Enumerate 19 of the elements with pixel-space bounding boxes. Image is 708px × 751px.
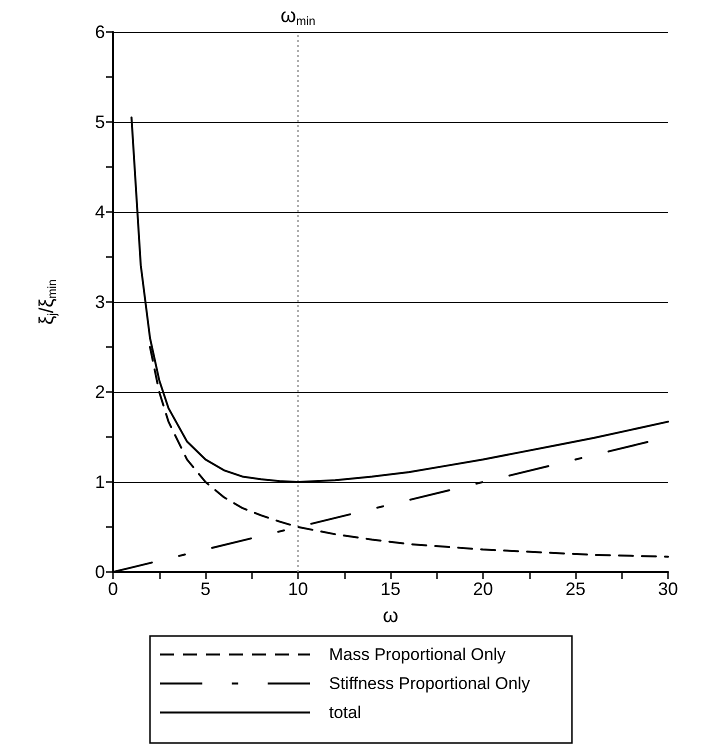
y-tick-label: 5 <box>94 112 105 132</box>
x-tick-label: 10 <box>288 579 308 599</box>
x-tick-label: 15 <box>380 579 401 599</box>
y-axis-title: ξj/ξmin <box>36 279 59 325</box>
legend-label: Stiffness Proportional Only <box>329 674 530 693</box>
legend-label: Mass Proportional Only <box>329 645 506 664</box>
y-tick-label: 2 <box>94 382 105 402</box>
x-tick-label: 5 <box>200 579 211 599</box>
y-tick-label: 6 <box>94 22 105 42</box>
x-tick-label: 0 <box>108 579 118 599</box>
y-tick-label: 4 <box>94 202 105 222</box>
x-tick-label: 25 <box>565 579 586 599</box>
y-tick-label: 0 <box>94 562 105 582</box>
legend-label: total <box>329 703 362 722</box>
x-tick-label: 30 <box>658 579 678 599</box>
x-tick-label: 20 <box>472 579 494 599</box>
y-tick-label: 3 <box>94 292 105 312</box>
y-tick-label: 1 <box>94 472 105 492</box>
x-axis-title: ω <box>382 605 398 627</box>
